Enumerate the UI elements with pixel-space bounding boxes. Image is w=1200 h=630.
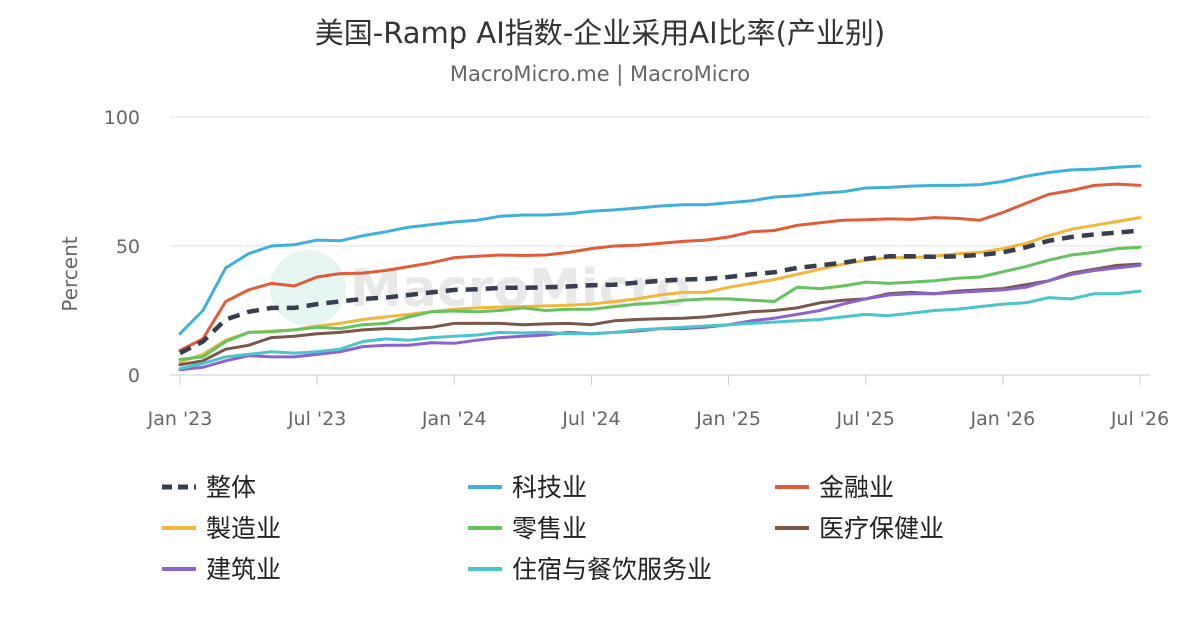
x-tick-label: Jan '24: [421, 408, 487, 430]
y-tick-label: 0: [128, 365, 140, 387]
legend-label-0: 整体: [206, 473, 256, 502]
x-tick-label: Jan '23: [147, 408, 213, 430]
y-tick-label: 100: [104, 107, 140, 129]
series-line-4: [178, 245, 1142, 361]
x-tick-label: Jan '26: [969, 408, 1035, 430]
watermark: MacroMicro: [270, 250, 691, 326]
series-lines: [178, 164, 1142, 372]
chart-subtitle: MacroMicro.me | MacroMicro: [449, 62, 751, 86]
x-tick-label: Jul '25: [836, 408, 895, 430]
x-tick-label: Jul '23: [287, 408, 346, 430]
series-line-7: [178, 289, 1142, 371]
x-tick-label: Jul '26: [1110, 408, 1169, 430]
legend-label-3: 製造业: [206, 514, 281, 543]
gridlines: [170, 116, 1150, 247]
series-line-2: [178, 182, 1142, 352]
legend-label-1: 科技业: [512, 473, 587, 502]
x-tick-label: Jul '24: [561, 408, 620, 430]
y-axis-label: Percent: [58, 236, 82, 311]
legend-label-2: 金融业: [819, 473, 894, 502]
chart-title: 美国-Ramp AI指数-企业采用AI比率(产业别): [314, 16, 886, 50]
axes: 0 50 100 Jan '23 Jul '23 Jan '24 Jul '24 Jan '2…: [58, 107, 1169, 430]
series-line-3: [178, 216, 1142, 364]
y-tick-label: 50: [116, 236, 140, 258]
legend-label-5: 医疗保健业: [819, 514, 944, 543]
legend-label-4: 零售业: [512, 514, 587, 543]
watermark-logo-icon: [270, 250, 346, 326]
legend-label-6: 建筑业: [206, 555, 281, 584]
series-line-1: [178, 164, 1142, 336]
legend-label-7: 住宿与餐饮服务业: [512, 555, 712, 584]
x-tick-label: Jan '25: [695, 408, 761, 430]
